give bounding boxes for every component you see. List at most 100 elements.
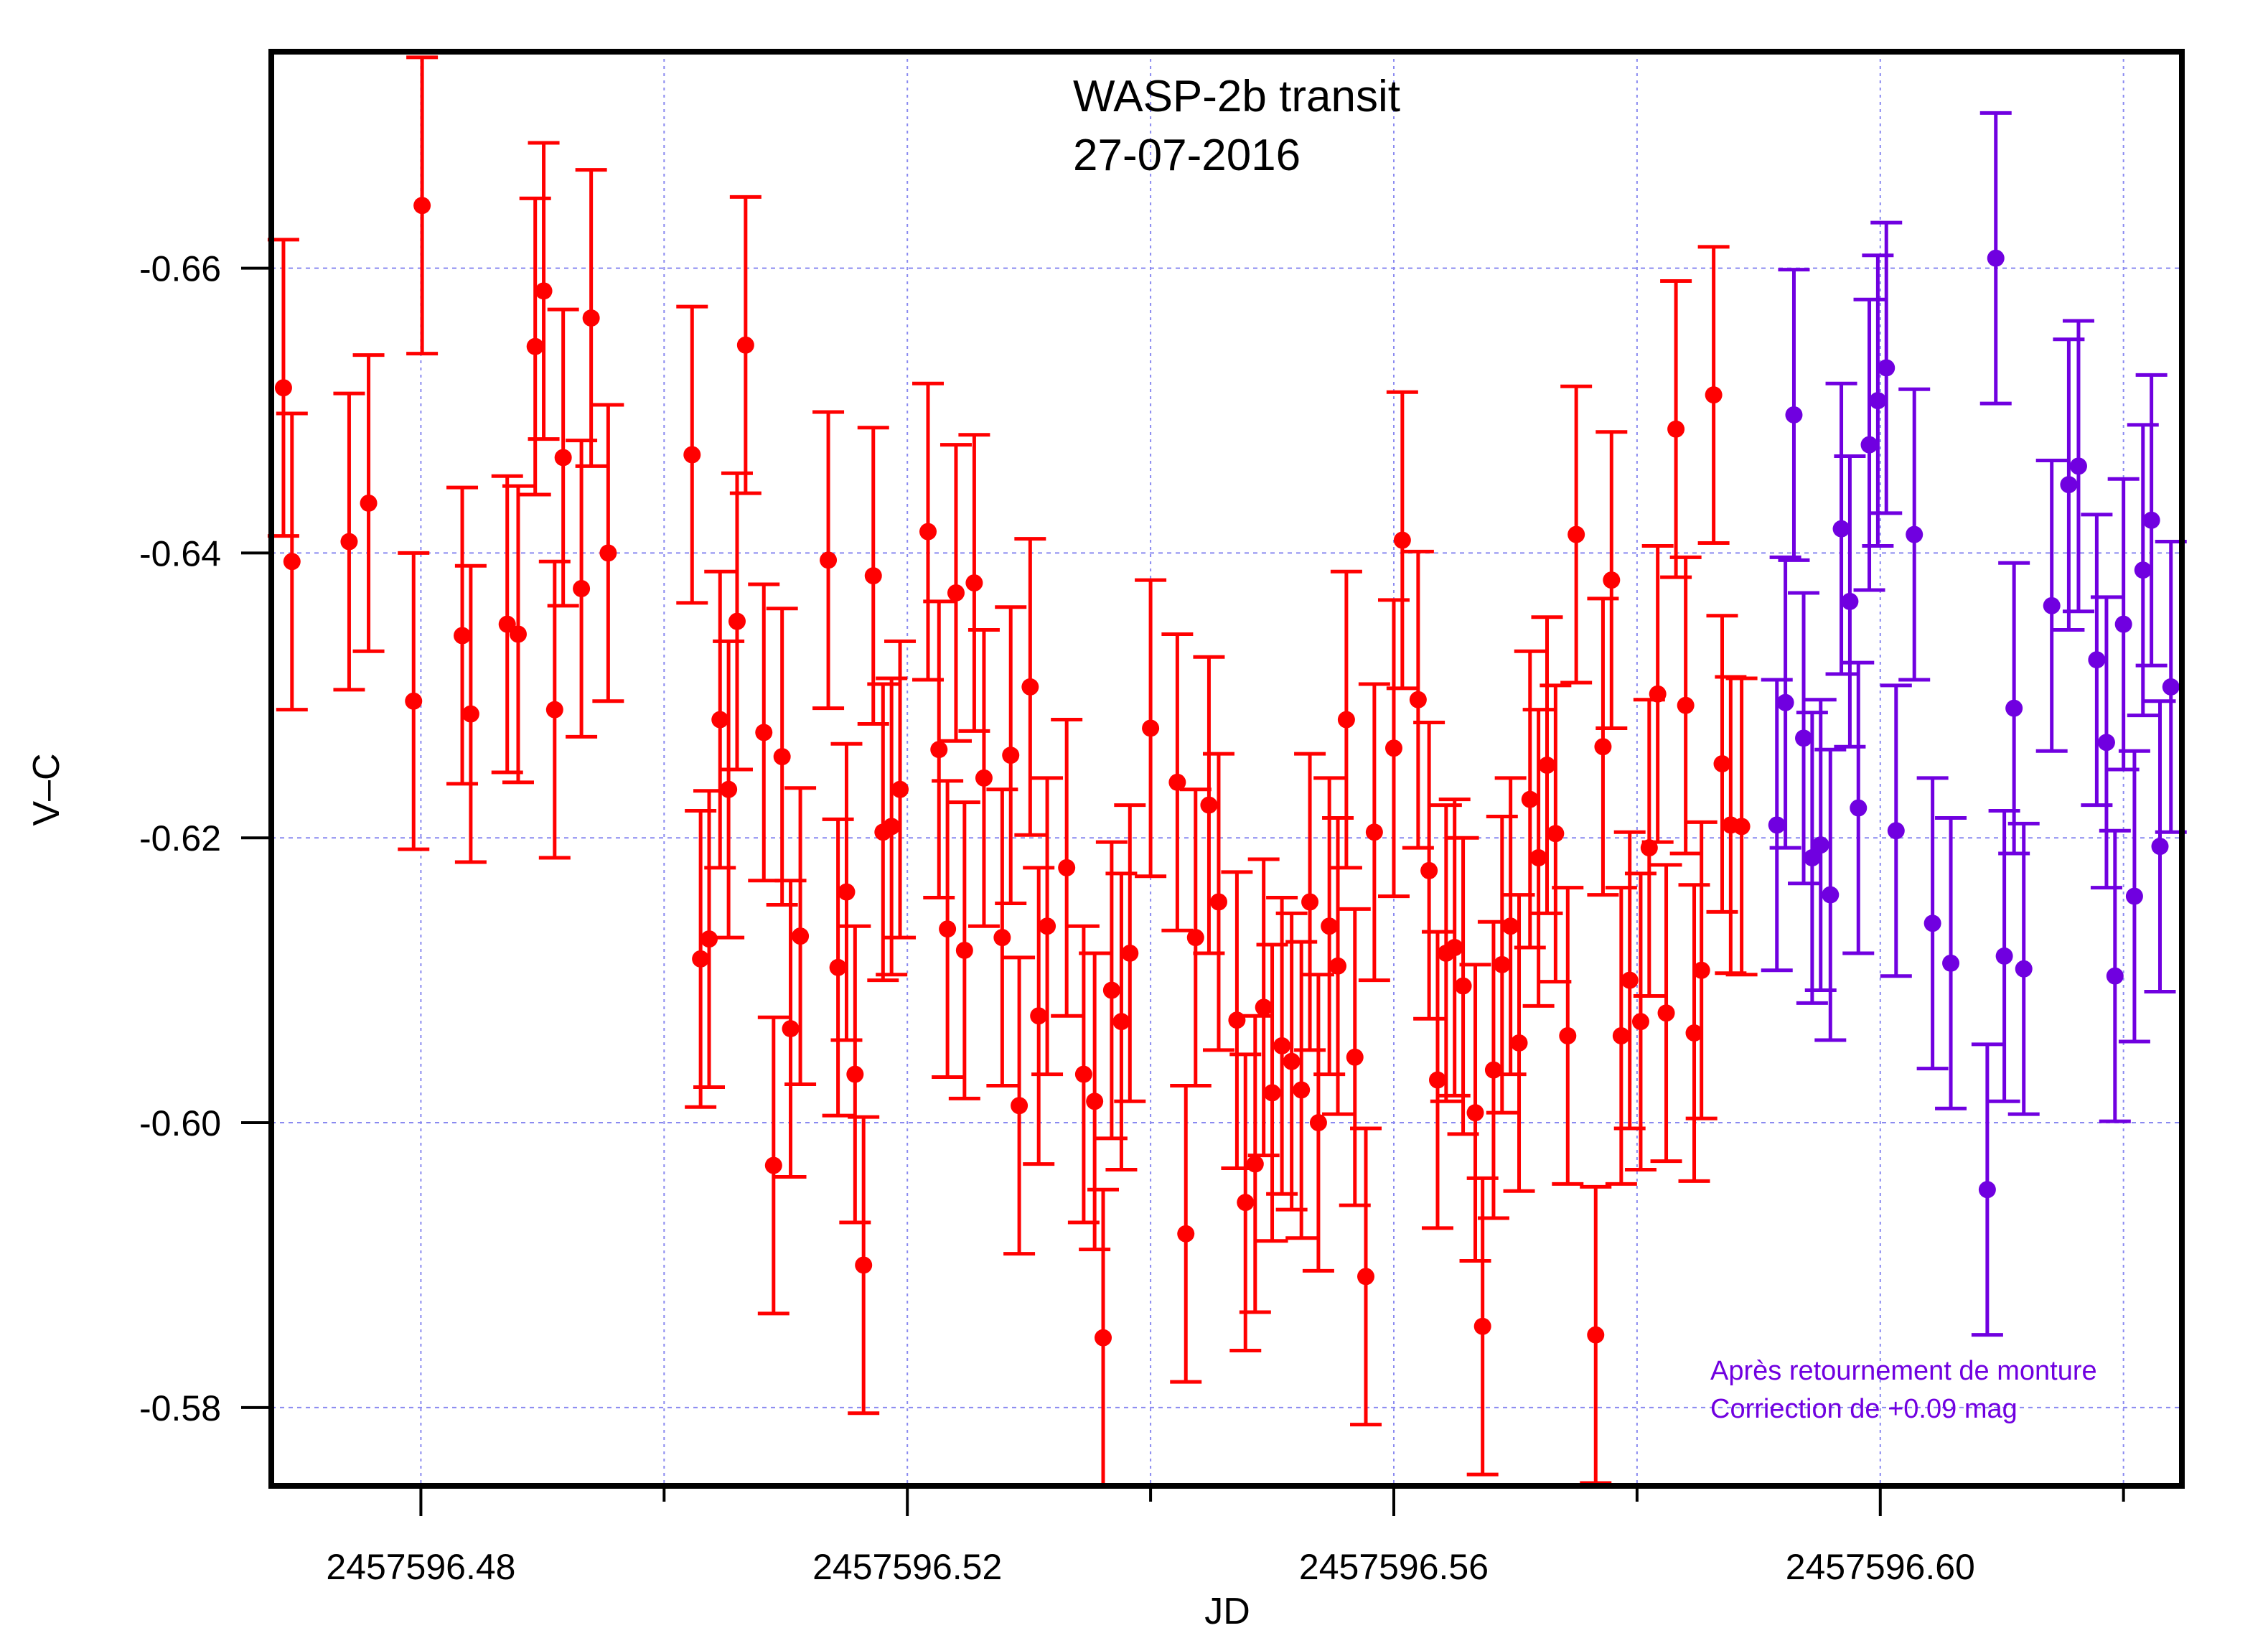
data-point (1978, 1181, 1996, 1199)
plot-frame (268, 49, 2185, 1489)
data-point (692, 950, 710, 968)
data-point (1587, 1326, 1605, 1344)
data-point (1559, 1027, 1577, 1045)
data-point (2060, 476, 2078, 494)
data-point (274, 379, 292, 397)
data-point (1177, 1225, 1195, 1243)
chart-subtitle: 27-07-2016 (1073, 131, 1301, 180)
data-point (1795, 729, 1813, 747)
data-point (2106, 967, 2124, 985)
data-point (1649, 685, 1667, 703)
data-point (1812, 836, 1829, 854)
y-tick-label: -0.62 (139, 818, 221, 859)
series-purple (1761, 111, 2187, 1337)
y-tick-label: -0.64 (139, 533, 221, 574)
data-point (1321, 917, 1339, 935)
data-point (573, 580, 591, 598)
data-point (955, 941, 973, 959)
data-point (965, 574, 983, 592)
data-point (1841, 592, 1859, 610)
data-point (1365, 823, 1383, 841)
data-point (1501, 917, 1519, 935)
data-point (1692, 961, 1710, 979)
data-point (1705, 386, 1723, 404)
data-point (846, 1065, 864, 1083)
data-point (1420, 861, 1438, 879)
data-point (1074, 1065, 1092, 1083)
data-point (2142, 511, 2160, 529)
data-point (1923, 914, 1941, 932)
x-tick-label: 2457596.56 (1299, 1547, 1489, 1587)
data-point (1142, 719, 1160, 737)
data-point (1822, 886, 1840, 904)
data-point (1030, 1007, 1048, 1025)
data-point (1102, 981, 1120, 999)
y-tick-label: -0.66 (139, 249, 221, 289)
data-point (1860, 436, 1878, 454)
data-point (1058, 859, 1076, 876)
data-point (2005, 699, 2023, 717)
data-point (1121, 944, 1139, 962)
data-point (1685, 1024, 1703, 1042)
data-point (883, 818, 901, 836)
data-point (1021, 678, 1039, 696)
data-point (2069, 457, 2087, 475)
data-point (1603, 571, 1621, 589)
y-axis-title: V–C (26, 753, 67, 825)
data-point (2088, 651, 2106, 669)
data-point (1529, 849, 1547, 867)
data-point (1200, 796, 1218, 814)
data-point (1768, 816, 1786, 834)
data-point (1168, 773, 1186, 791)
y-axis: -0.66 -0.64 -0.62 -0.60 -0.58 (139, 249, 271, 1428)
data-point (1357, 1268, 1375, 1286)
data-point (1409, 691, 1427, 708)
data-point (2097, 734, 2115, 752)
data-point (855, 1256, 873, 1274)
data-point (582, 309, 600, 327)
data-point (1293, 1081, 1311, 1099)
data-point (820, 551, 838, 569)
data-point (683, 446, 701, 464)
data-point (993, 929, 1011, 947)
data-point (2015, 960, 2033, 978)
data-point (939, 920, 957, 938)
data-point (526, 337, 544, 355)
data-point (700, 930, 718, 948)
data-point (461, 705, 479, 723)
data-point (1878, 359, 1896, 377)
data-point (1667, 420, 1685, 438)
data-point (283, 553, 301, 571)
data-point (1657, 1004, 1675, 1022)
data-point (1445, 939, 1463, 957)
data-point (736, 336, 754, 354)
data-point (1677, 696, 1695, 714)
data-point (891, 780, 909, 798)
data-point (1869, 392, 1887, 410)
data-point (1473, 1317, 1491, 1335)
data-point (413, 197, 431, 215)
data-point (2162, 678, 2180, 696)
data-point (1621, 971, 1639, 989)
data-point (773, 748, 791, 766)
data-point (1713, 755, 1731, 773)
x-axis-title: JD (1204, 1591, 1250, 1628)
data-point (1594, 738, 1612, 756)
data-point (1612, 1027, 1630, 1045)
data-point (1263, 1084, 1281, 1102)
data-point (1631, 1013, 1649, 1031)
data-point (554, 449, 572, 467)
data-point (2134, 561, 2152, 579)
data-point (1301, 893, 1319, 911)
data-point (405, 692, 423, 710)
data-point (599, 544, 617, 562)
data-point (1002, 747, 1020, 764)
x-tick-label: 2457596.60 (1786, 1547, 1975, 1587)
data-point (1337, 711, 1355, 729)
data-point (340, 533, 358, 551)
data-point (1209, 893, 1227, 911)
data-point (1466, 1104, 1484, 1122)
data-point (1011, 1097, 1028, 1115)
data-point (755, 724, 773, 742)
data-series (267, 55, 2187, 1488)
